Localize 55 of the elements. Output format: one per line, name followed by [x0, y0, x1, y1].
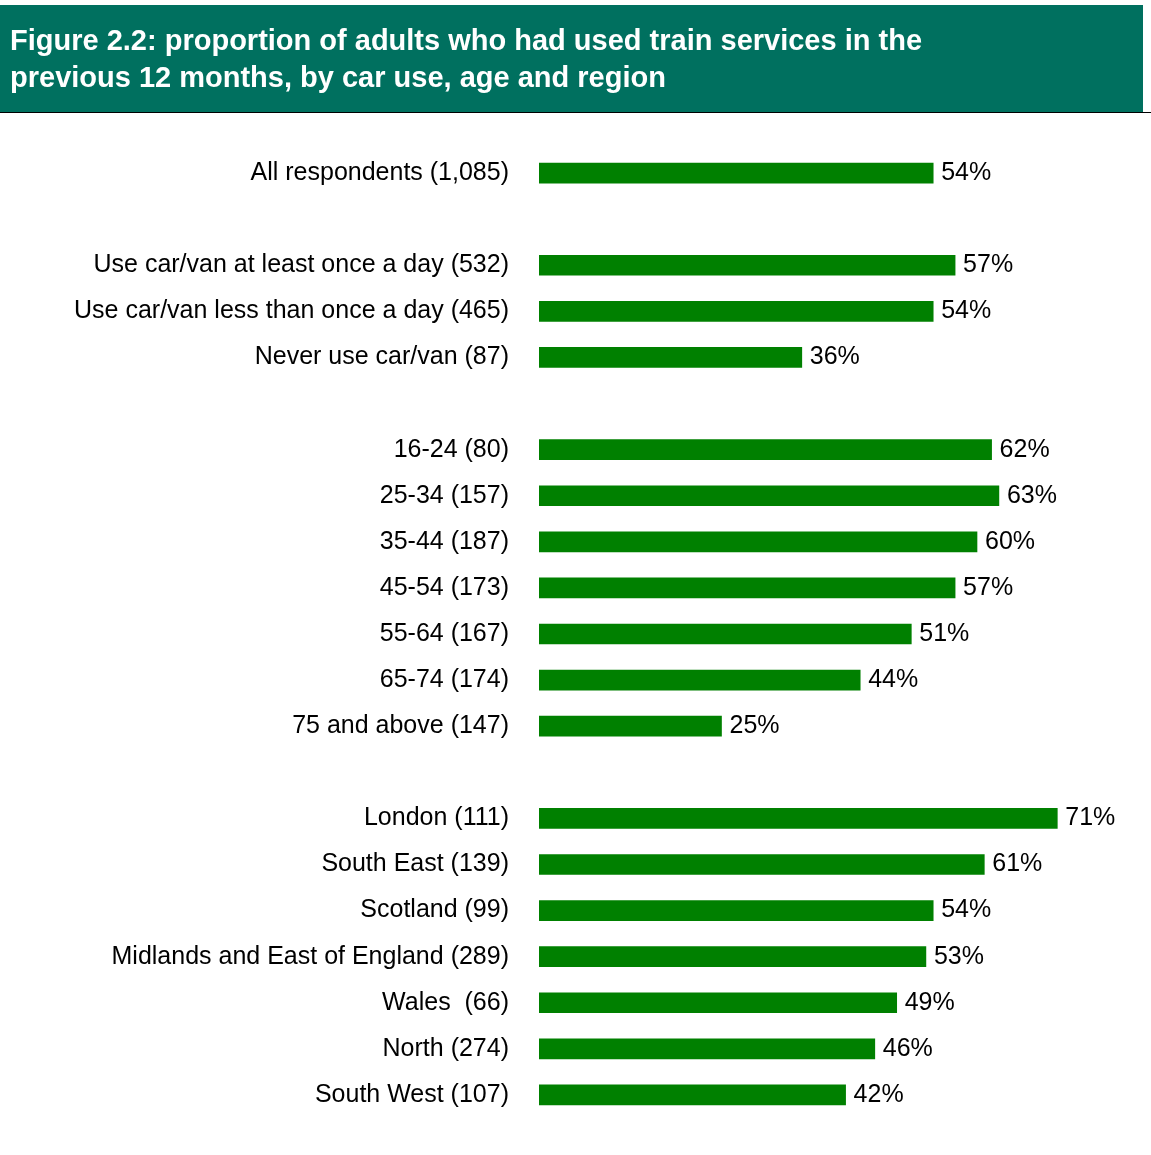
data-label: 51% — [919, 617, 970, 646]
data-label: 25% — [729, 710, 780, 739]
data-label: 42% — [853, 1078, 904, 1107]
data-label: 54% — [941, 295, 992, 324]
y-tick-label: 75 and above (147) — [292, 710, 509, 739]
bar — [539, 900, 934, 921]
y-tick-label: London (111) — [363, 802, 509, 831]
y-tick-label: 45-54 (173) — [379, 571, 509, 600]
data-label: 63% — [1006, 479, 1057, 508]
chart-title: Figure 2.2: proportion of adults who had used train services in the previous 12 months, by car use, age and region — [10, 23, 923, 95]
data-label: 62% — [999, 433, 1050, 462]
data-label: 53% — [933, 940, 984, 969]
bar — [539, 1038, 876, 1060]
y-tick-label: South West (107) — [314, 1078, 509, 1107]
bar — [539, 808, 1058, 829]
bar — [539, 577, 956, 599]
y-tick-label: South East (139) — [321, 848, 509, 877]
bar — [539, 669, 861, 691]
y-tick-label: Scotland (99) — [360, 894, 509, 923]
data-label: 46% — [882, 1032, 933, 1061]
data-label: 71% — [1065, 802, 1116, 831]
y-tick-label: 65-74 (174) — [379, 663, 509, 692]
data-label: 61% — [992, 848, 1043, 877]
y-tick-label: Use car/van less than once a day (465) — [74, 295, 509, 324]
y-tick-label: 25-34 (157) — [379, 479, 509, 508]
bar — [539, 162, 934, 184]
bar — [539, 439, 992, 460]
y-tick-label: Use car/van at least once a day (532) — [93, 249, 509, 278]
data-label: 57% — [963, 571, 1014, 600]
y-tick-label: Never use car/van (87) — [254, 341, 509, 370]
data-label: 54% — [941, 894, 992, 923]
data-label: 60% — [985, 525, 1036, 554]
bar — [539, 946, 927, 967]
bar — [539, 301, 934, 322]
y-tick-label: North (274) — [382, 1032, 509, 1061]
bar — [539, 347, 803, 368]
bar — [539, 623, 912, 645]
bar — [539, 531, 978, 553]
bar — [539, 854, 985, 875]
data-label: 57% — [963, 249, 1014, 278]
y-tick-label: 16-24 (80) — [393, 433, 509, 462]
y-tick-label: 35-44 (187) — [379, 525, 509, 554]
y-tick-label: Midlands and East of England (289) — [111, 940, 509, 969]
bar — [539, 715, 722, 737]
y-tick-label: 55-64 (167) — [379, 617, 509, 646]
data-label: 49% — [904, 986, 955, 1015]
bar — [539, 992, 898, 1014]
data-label: 44% — [868, 663, 919, 692]
data-label: 54% — [941, 156, 992, 185]
bar — [539, 1084, 846, 1106]
y-tick-label: All respondents (1,085) — [250, 156, 509, 185]
data-label: 36% — [809, 341, 860, 370]
y-tick-label: Wales (66) — [382, 986, 509, 1015]
bar — [539, 254, 956, 276]
bar — [539, 485, 1000, 507]
